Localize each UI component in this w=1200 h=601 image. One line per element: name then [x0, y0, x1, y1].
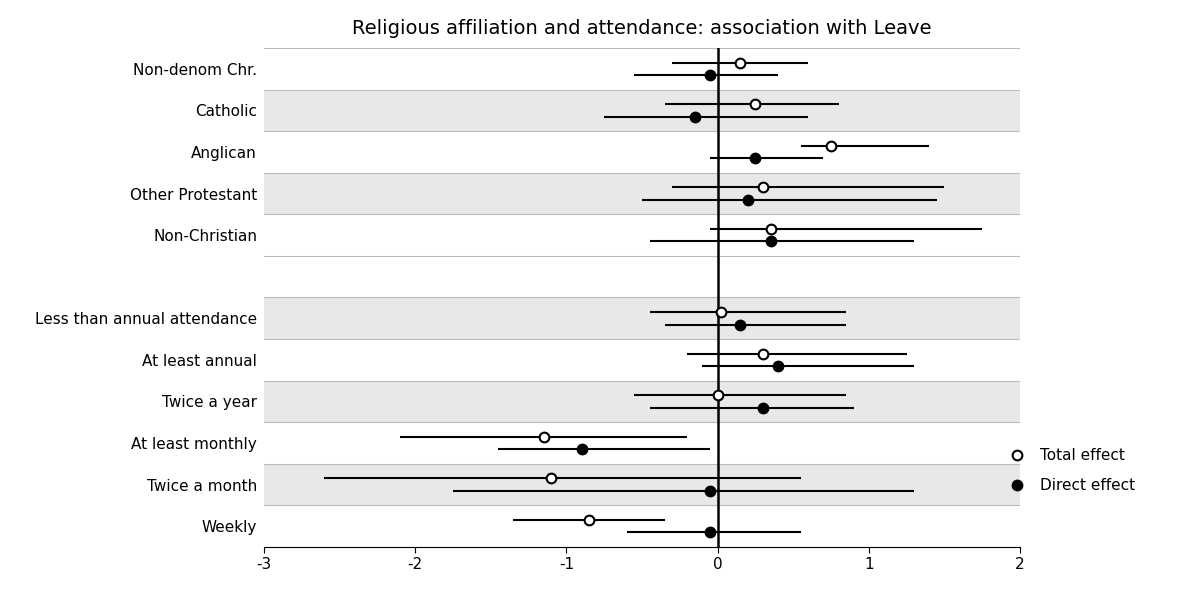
Bar	[264, 90, 1020, 131]
Bar	[264, 173, 1020, 215]
Legend: Total effect, Direct effect: Total effect, Direct effect	[995, 442, 1141, 499]
Bar	[264, 464, 1020, 505]
Bar	[264, 380, 1020, 422]
Bar	[264, 297, 1020, 339]
Title: Religious affiliation and attendance: association with Leave: Religious affiliation and attendance: as…	[353, 19, 931, 38]
